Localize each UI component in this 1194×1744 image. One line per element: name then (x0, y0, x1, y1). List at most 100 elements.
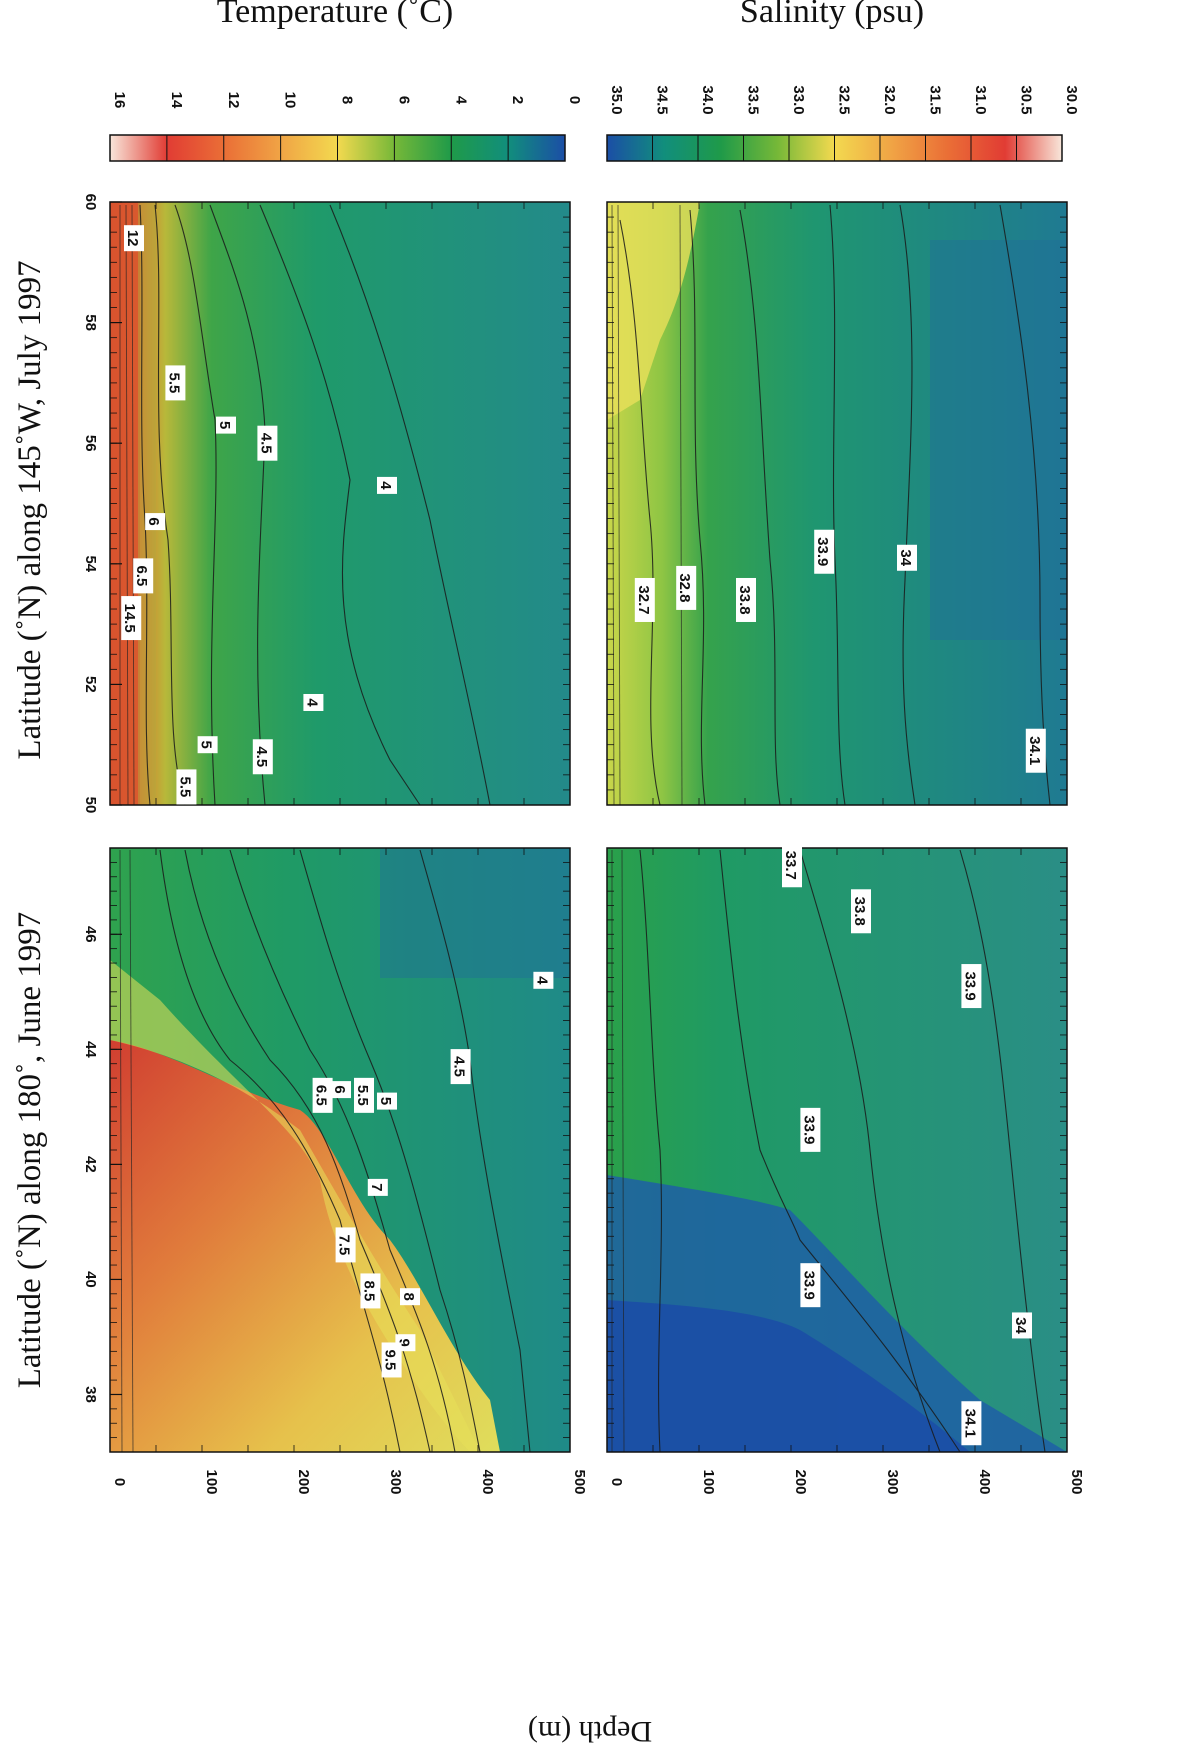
colorbar-tick-label: 33.0 (790, 85, 807, 114)
colorbar-tick-label: 34.0 (699, 85, 716, 114)
svg-text:33.7: 33.7 (782, 851, 799, 880)
latitude-tick-label: 42 (82, 1156, 99, 1173)
svg-text:7: 7 (368, 1183, 385, 1191)
salinity-colorbar-title: Salinity (psu) (740, 0, 924, 30)
contour-label: 5 (197, 736, 218, 754)
svg-text:12: 12 (124, 230, 141, 247)
svg-text:7.5: 7.5 (336, 1234, 353, 1255)
latitude-tick-label: 40 (82, 1271, 99, 1288)
contour-label: 8 (400, 1288, 420, 1306)
contour-label: 4.5 (257, 425, 278, 461)
colorbar-tick-label: 35.0 (608, 85, 625, 114)
contour-label: 33.8 (736, 577, 756, 622)
svg-text:5: 5 (377, 1097, 394, 1105)
latitude-tick-label: 44 (82, 1041, 99, 1058)
contour-label: 33.9 (800, 1263, 821, 1308)
depth-tick-label: 0 (111, 1478, 128, 1486)
panel-salinity-180 (607, 848, 1067, 1452)
contour-label: 34.1 (1025, 728, 1046, 773)
svg-text:33.9: 33.9 (814, 537, 831, 566)
colorbar-tick-label: 30.5 (1018, 85, 1035, 114)
contour-label: 32.7 (634, 577, 655, 622)
colorbar-tick-label: 31.5 (927, 85, 944, 114)
svg-text:6: 6 (145, 517, 162, 525)
svg-text:4.5: 4.5 (451, 1056, 468, 1077)
contour-label: 5.5 (176, 769, 197, 805)
contour-label: 5.5 (165, 365, 186, 401)
contour-label: 4.5 (252, 739, 273, 775)
colorbar-tick-label: 0 (566, 96, 583, 104)
depth-tick-label: 400 (976, 1469, 993, 1494)
contour-label: 6 (145, 513, 166, 531)
svg-text:9.5: 9.5 (382, 1350, 399, 1371)
contour-label: 4.5 (450, 1049, 471, 1085)
colorbar-tick-label: 4 (452, 96, 469, 105)
latitude-tick-label: 56 (82, 435, 99, 452)
latitude-tick-label: 54 (82, 555, 99, 572)
latitude-tick-label: 50 (82, 797, 99, 814)
colorbar-tick-label: 2 (509, 96, 526, 104)
panel-temperature-145w (110, 202, 570, 805)
panel-title-180: Latitude (˚N) along 180˚, June 1997 (12, 912, 48, 1389)
colorbar-tick-label: 6 (395, 96, 412, 104)
svg-text:4.5: 4.5 (253, 746, 270, 767)
svg-text:32.8: 32.8 (676, 573, 693, 602)
svg-text:34: 34 (1012, 1317, 1029, 1334)
svg-text:32.7: 32.7 (635, 585, 652, 614)
colorbar-tick-label: 12 (225, 92, 242, 109)
panel-temperature-180 (110, 848, 570, 1452)
contour-label: 33.7 (782, 843, 802, 888)
svg-text:4.5: 4.5 (257, 433, 274, 454)
contour-label: 9.5 (381, 1342, 402, 1378)
depth-tick-label: 100 (203, 1469, 220, 1494)
colorbar-tick-label: 30.0 (1063, 85, 1080, 114)
svg-text:5: 5 (198, 741, 215, 749)
depth-tick-label: 400 (479, 1469, 496, 1494)
contour-label: 8.5 (360, 1273, 381, 1309)
latitude-tick-label: 38 (82, 1386, 99, 1403)
temperature-colorbar-title: Temperature (˚C) (217, 0, 453, 30)
svg-text:33.9: 33.9 (961, 971, 978, 1000)
svg-text:4: 4 (377, 481, 394, 490)
panel-title-145w: Latitude (˚N) along 145˚W, July 1997 (12, 260, 48, 759)
svg-text:5.5: 5.5 (176, 776, 193, 797)
depth-tick-label: 200 (792, 1469, 809, 1494)
contour-label: 33.8 (851, 889, 871, 934)
colorbar-tick-label: 10 (282, 92, 299, 109)
colorbar-tick-label: 33.5 (745, 85, 762, 114)
contour-label: 7.5 (335, 1227, 356, 1263)
depth-tick-label: 300 (884, 1469, 901, 1494)
depth-tick-label: 500 (1068, 1469, 1085, 1494)
colorbar-tick-label: 31.0 (972, 85, 989, 114)
contour-label: 6.5 (312, 1077, 333, 1113)
contour-label: 14.5 (121, 596, 142, 641)
colorbar-tick-label: 32.5 (836, 85, 853, 114)
depth-tick-label: 300 (387, 1469, 404, 1494)
axis-ticks: 16 14 12 10 8 6 4 2 0 35.0 34.5 34.0 33.5 33.0 32.5 32.… (82, 85, 1085, 1494)
contour-label: 34.1 (961, 1401, 982, 1446)
depth-axis-label: Depth (m) (528, 1715, 652, 1744)
svg-text:14.5: 14.5 (121, 603, 138, 632)
depth-tick-label: 500 (571, 1469, 588, 1494)
svg-text:4: 4 (303, 698, 320, 707)
svg-text:5.5: 5.5 (165, 372, 182, 393)
svg-text:6.5: 6.5 (313, 1085, 330, 1106)
svg-text:8.5: 8.5 (360, 1281, 377, 1302)
contour-lines (139, 204, 1051, 1453)
svg-text:34: 34 (897, 549, 914, 566)
latitude-tick-label: 52 (82, 676, 99, 693)
panel-salinity-145w (607, 202, 1067, 805)
contour-label: 32.8 (676, 565, 697, 610)
svg-text:8: 8 (400, 1293, 417, 1301)
contour-label: 6 (331, 1081, 351, 1099)
svg-text:33.9: 33.9 (800, 1115, 817, 1144)
contour-label: 4 (533, 971, 554, 989)
contour-label: 6.5 (133, 558, 154, 594)
contour-label: 33.9 (814, 529, 835, 574)
contour-label: 34 (1012, 1312, 1032, 1339)
contour-label: 4 (377, 476, 397, 494)
contour-label: 4 (303, 693, 324, 711)
contour-label: 33.9 (800, 1107, 821, 1152)
colorbar-tick-label: 34.5 (654, 85, 671, 114)
